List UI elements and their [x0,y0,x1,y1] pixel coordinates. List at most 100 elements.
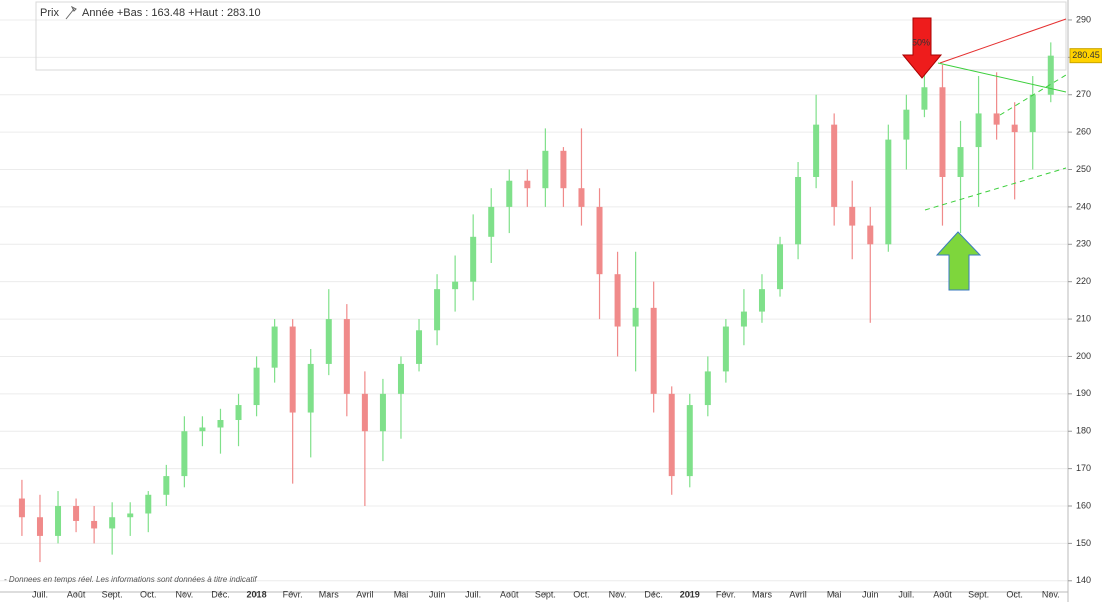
candle-body [217,420,224,428]
candle-body [722,326,729,372]
grid [0,19,1068,582]
candles [18,42,1054,563]
candle-body [379,393,386,432]
x-tick-label: Juin [429,589,446,599]
candle-body [957,147,964,177]
candle-body [127,513,134,518]
candle-body [470,236,477,282]
candle-body [289,326,296,413]
candle-body [903,109,910,140]
candle-body [668,393,675,477]
candle-body [758,289,765,312]
candle-body [253,367,260,406]
y-tick-label: 160 [1076,500,1091,510]
header-box [35,1,1067,71]
x-tick-label: Juil. [32,589,48,599]
candle-body [939,87,946,177]
annotation: 50% [912,37,930,47]
candle-body [397,363,404,394]
red-arrow [901,17,943,79]
y-tick-label: 250 [1076,164,1091,174]
candle-body [307,363,314,413]
x-tick-label: Août [67,589,86,599]
x-tick-label: Sept. [535,589,556,599]
candle-body [145,494,152,514]
candle-body [416,330,423,364]
x-tick-label: Juil. [898,589,914,599]
x-tick-label: Sept. [102,589,123,599]
x-tick-label: Mars [319,589,339,599]
y-tick-label: 180 [1076,426,1091,436]
wrench-icon[interactable] [65,5,77,20]
candle-body [36,517,43,536]
candle-body [614,274,621,327]
candle-body [73,506,80,521]
candle-body [777,244,784,290]
x-tick-label: Nov. [1042,589,1060,599]
x-tick-label: Févr. [716,589,736,599]
channel-line [999,74,1067,116]
x-tick-label: Oct. [1006,589,1023,599]
y-tick-label: 150 [1076,538,1091,548]
price-tag-label: 280.45 [1072,50,1100,60]
candle-body [813,124,820,177]
x-tick-label: Oct. [573,589,590,599]
footnote: - Donnees en temps réel. Les information… [4,575,257,584]
candle-body [596,206,603,275]
candle-body [650,307,657,394]
x-tick-label: Août [933,589,952,599]
candle-body [704,371,711,406]
candle-body [506,180,513,207]
trend-line [939,18,1067,64]
candle-body [109,517,116,529]
x-tick-label: Juin [862,589,879,599]
y-tick-label: 210 [1076,313,1091,323]
x-tick-label: Oct. [140,589,157,599]
candle-body [18,498,25,518]
candle-body [452,281,459,290]
candle-body [91,520,98,529]
x-tick-label: 2019 [680,589,700,599]
candle-body [686,405,693,477]
x-tick-label: Mai [394,589,409,599]
y-tick-label: 200 [1076,351,1091,361]
candle-body [1047,55,1054,95]
x-tick-label: Mai [827,589,842,599]
candle-body [325,319,332,364]
candle-body [199,427,206,432]
x-tick-label: Sept. [968,589,989,599]
chart-subtitle: Année +Bas : 163.48 +Haut : 283.10 [82,7,261,19]
y-tick-label: 140 [1076,575,1091,585]
x-tick-label: Nov. [175,589,193,599]
candle-body [885,139,892,245]
y-tick-label: 260 [1076,126,1091,136]
candle-body [831,124,838,207]
y-tick-label: 230 [1076,239,1091,249]
channel-line [924,167,1067,211]
x-tick-label: Avril [789,589,806,599]
candle-body [343,319,350,394]
x-tick-label: Nov. [609,589,627,599]
y-tick-label: 190 [1076,388,1091,398]
x-tick-label: Mars [752,589,772,599]
candle-body [1011,124,1018,133]
candle-body [181,431,188,477]
candle-body [975,113,982,148]
x-tick-label: Déc. [211,589,230,599]
candle-body [235,405,242,421]
candle-body [163,476,170,495]
candle-body [488,206,495,237]
y-tick-label: 270 [1076,89,1091,99]
x-tick-label: Févr. [283,589,303,599]
candle-body [867,225,874,245]
x-tick-label: Déc. [644,589,663,599]
candle-body [1029,94,1036,133]
candle-body [993,113,1000,125]
x-tick-label: Août [500,589,519,599]
x-tick-label: Juil. [465,589,481,599]
candle-body [55,506,62,536]
candle-body [560,150,567,189]
green-arrow [935,231,982,291]
